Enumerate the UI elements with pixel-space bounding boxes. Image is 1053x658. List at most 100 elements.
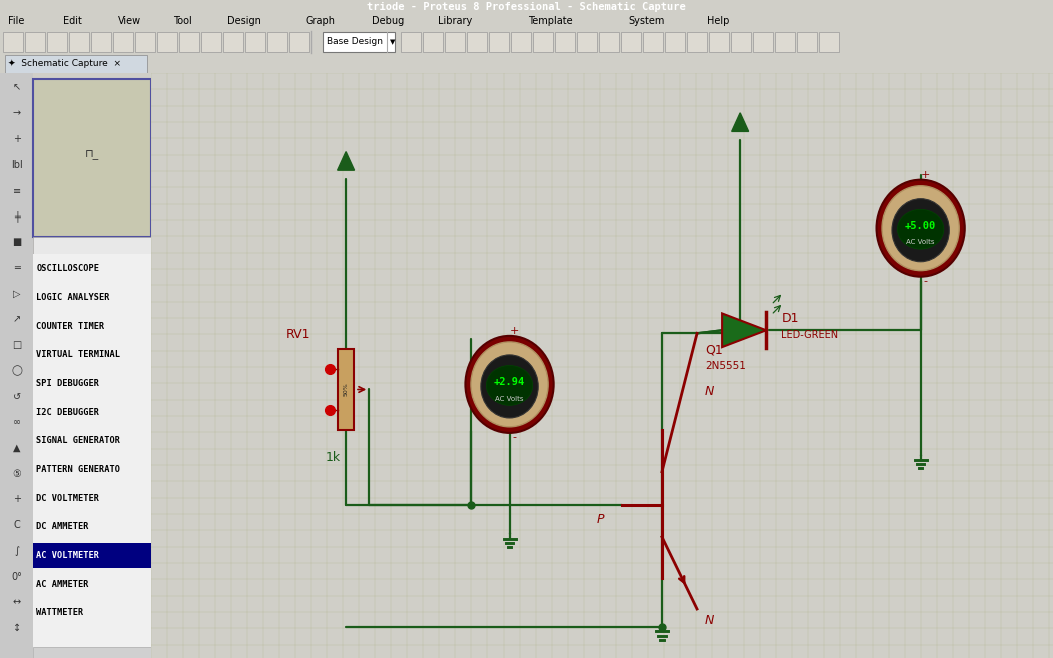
Bar: [555, 32, 575, 52]
Text: ═: ═: [14, 263, 20, 273]
Text: N: N: [706, 615, 714, 627]
Text: SPI DEBUGGER: SPI DEBUGGER: [36, 379, 99, 388]
Text: ↺: ↺: [13, 392, 21, 401]
Bar: [621, 32, 641, 52]
Polygon shape: [722, 313, 767, 347]
Text: D1: D1: [781, 312, 799, 325]
Text: lbl: lbl: [11, 160, 22, 170]
Text: PATTERN GENERATO: PATTERN GENERATO: [36, 465, 120, 474]
Text: ↗: ↗: [13, 315, 21, 324]
Text: COUNTER TIMER: COUNTER TIMER: [36, 322, 104, 331]
Text: ▲: ▲: [13, 443, 20, 453]
Text: ∫: ∫: [14, 546, 19, 556]
Text: Template: Template: [528, 16, 572, 26]
Bar: [245, 32, 265, 52]
Bar: [445, 32, 465, 52]
Bar: [201, 32, 221, 52]
Text: ■: ■: [12, 237, 21, 247]
Text: ╪: ╪: [14, 211, 20, 222]
Bar: [47, 32, 67, 52]
Bar: [179, 32, 199, 52]
Text: 50%: 50%: [343, 382, 349, 396]
Text: Tool: Tool: [173, 16, 192, 26]
Bar: [33, 237, 151, 255]
Ellipse shape: [481, 355, 538, 418]
Text: Design: Design: [227, 16, 261, 26]
Text: OSCILLOSCOPE: OSCILLOSCOPE: [36, 265, 99, 274]
Text: →: →: [13, 109, 21, 118]
Text: DC AMMETER: DC AMMETER: [36, 522, 88, 532]
Text: ▼: ▼: [390, 39, 395, 45]
Bar: [33, 543, 151, 569]
Bar: [323, 32, 395, 52]
Text: Help: Help: [707, 16, 729, 26]
Text: ↔: ↔: [13, 597, 21, 607]
Text: +: +: [510, 326, 519, 336]
Text: RV1: RV1: [286, 328, 311, 342]
Text: AC VOLTMETER: AC VOLTMETER: [36, 551, 99, 560]
Bar: [665, 32, 686, 52]
Text: 0°: 0°: [12, 572, 22, 582]
Bar: [731, 32, 751, 52]
Bar: [423, 32, 443, 52]
Bar: [533, 32, 553, 52]
Bar: [157, 32, 177, 52]
Text: Edit: Edit: [63, 16, 82, 26]
Polygon shape: [338, 151, 355, 170]
Text: System: System: [629, 16, 665, 26]
Text: N: N: [706, 384, 714, 397]
Bar: [135, 32, 155, 52]
Bar: [25, 32, 45, 52]
Bar: [69, 32, 90, 52]
Ellipse shape: [486, 365, 533, 405]
Text: P: P: [597, 513, 604, 526]
Bar: [5, 55, 147, 73]
Text: LOGIC ANALYSER: LOGIC ANALYSER: [36, 293, 110, 302]
Bar: [489, 32, 509, 52]
Bar: [577, 32, 597, 52]
Text: Base Design: Base Design: [327, 38, 383, 47]
Bar: [775, 32, 795, 52]
Text: +: +: [13, 494, 21, 505]
Ellipse shape: [876, 180, 965, 277]
Text: +2.94: +2.94: [494, 377, 525, 388]
Bar: [797, 32, 817, 52]
Bar: [709, 32, 729, 52]
Bar: [3, 32, 23, 52]
Ellipse shape: [892, 199, 950, 262]
Text: ↖: ↖: [13, 83, 21, 93]
Text: +: +: [921, 170, 931, 180]
Ellipse shape: [465, 336, 554, 433]
Bar: [599, 32, 619, 52]
Text: □: □: [12, 340, 21, 350]
Bar: [511, 32, 531, 52]
Text: triode - Proteus 8 Professional - Schematic Capture: triode - Proteus 8 Professional - Schema…: [367, 1, 686, 12]
Text: VIRTUAL TERMINAL: VIRTUAL TERMINAL: [36, 351, 120, 359]
Text: -: -: [513, 432, 517, 442]
Text: View: View: [118, 16, 141, 26]
Text: File: File: [8, 16, 25, 26]
Text: LED-GREEN: LED-GREEN: [781, 330, 838, 340]
Ellipse shape: [471, 342, 549, 427]
Bar: [819, 32, 839, 52]
Text: +: +: [13, 134, 21, 144]
Ellipse shape: [897, 209, 943, 249]
Text: C: C: [14, 520, 20, 530]
Text: Debug: Debug: [372, 16, 404, 26]
Text: ↕: ↕: [13, 623, 21, 633]
Bar: [289, 32, 309, 52]
Bar: [401, 32, 421, 52]
Text: 2N5551: 2N5551: [706, 361, 746, 371]
Bar: [0, 73, 33, 658]
Text: AC Volts: AC Volts: [495, 395, 523, 401]
Text: Graph: Graph: [305, 16, 335, 26]
Bar: [91, 32, 111, 52]
Text: -: -: [923, 276, 928, 286]
Bar: [687, 32, 707, 52]
Bar: [643, 32, 663, 52]
Text: ◯: ◯: [12, 366, 22, 376]
Text: ∞: ∞: [13, 417, 21, 427]
Bar: [33, 79, 151, 237]
Text: AC Volts: AC Volts: [907, 240, 935, 245]
Bar: [113, 32, 133, 52]
